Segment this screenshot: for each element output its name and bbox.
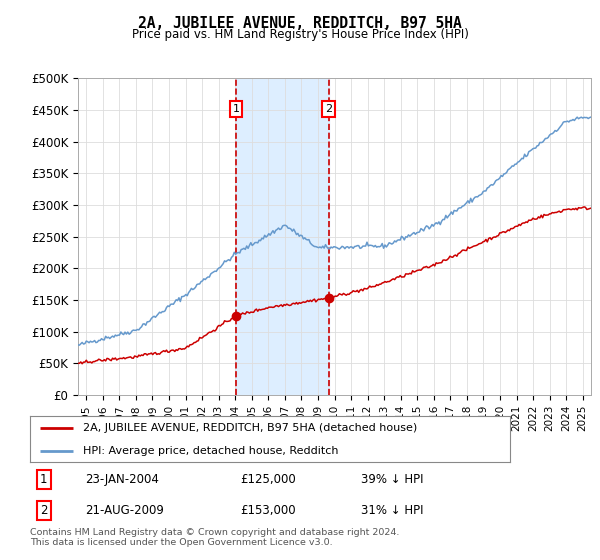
- Text: 2A, JUBILEE AVENUE, REDDITCH, B97 5HA (detached house): 2A, JUBILEE AVENUE, REDDITCH, B97 5HA (d…: [83, 423, 417, 433]
- Text: HPI: Average price, detached house, Redditch: HPI: Average price, detached house, Redd…: [83, 446, 338, 455]
- Text: £125,000: £125,000: [240, 473, 296, 486]
- Text: Contains HM Land Registry data © Crown copyright and database right 2024.
This d: Contains HM Land Registry data © Crown c…: [30, 528, 400, 547]
- Text: 2: 2: [325, 104, 332, 114]
- Text: 2: 2: [40, 504, 47, 517]
- Text: 31% ↓ HPI: 31% ↓ HPI: [361, 504, 424, 517]
- Text: 1: 1: [233, 104, 240, 114]
- Text: 21-AUG-2009: 21-AUG-2009: [85, 504, 164, 517]
- Text: £153,000: £153,000: [240, 504, 295, 517]
- Text: 1: 1: [40, 473, 47, 486]
- Bar: [236, 78, 329, 395]
- Text: 2A, JUBILEE AVENUE, REDDITCH, B97 5HA: 2A, JUBILEE AVENUE, REDDITCH, B97 5HA: [138, 16, 462, 31]
- Text: 23-JAN-2004: 23-JAN-2004: [85, 473, 159, 486]
- Text: Price paid vs. HM Land Registry's House Price Index (HPI): Price paid vs. HM Land Registry's House …: [131, 28, 469, 41]
- Text: 39% ↓ HPI: 39% ↓ HPI: [361, 473, 424, 486]
